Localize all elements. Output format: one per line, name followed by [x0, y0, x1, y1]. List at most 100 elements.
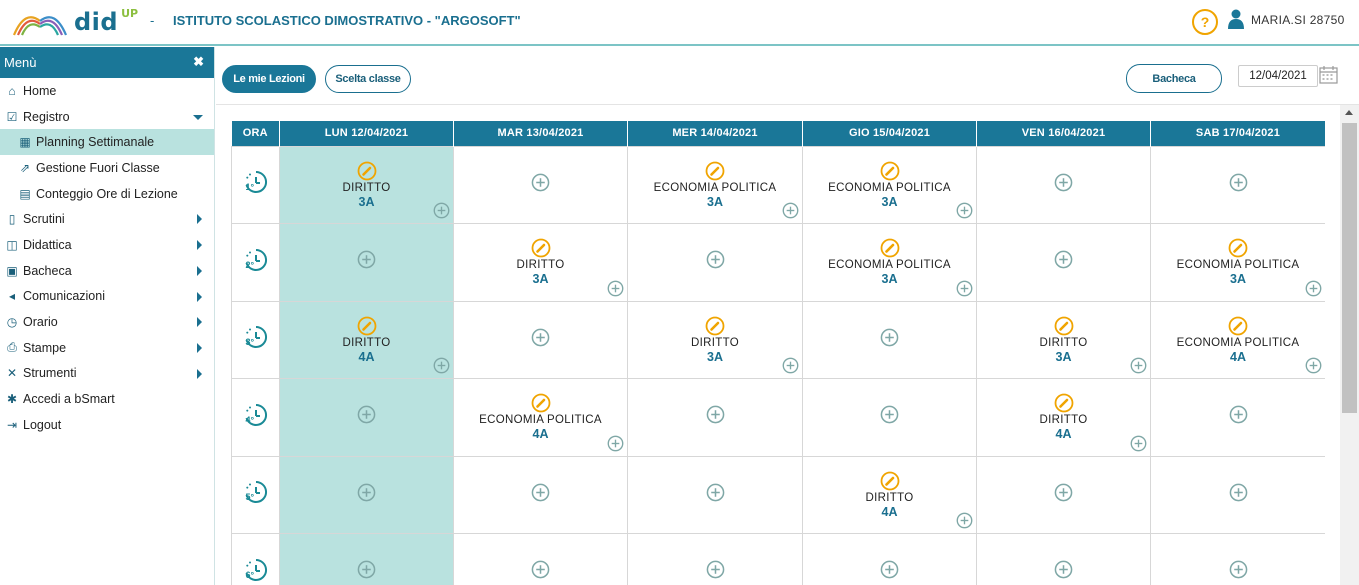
add-lesson-icon[interactable]	[357, 405, 376, 424]
close-icon[interactable]: ✖	[193, 54, 204, 69]
empty-slot-cell[interactable]	[1150, 145, 1325, 224]
lesson-entry[interactable]: DIRITTO 4A	[280, 316, 453, 364]
empty-slot-cell[interactable]	[1150, 378, 1325, 457]
lesson-cell[interactable]: ECONOMIA POLITICA 3A	[802, 145, 977, 224]
add-lesson-icon[interactable]	[531, 173, 550, 192]
sidebar-item-didattica[interactable]: ◫ Didattica	[0, 232, 214, 258]
sidebar-item-planning-settimanale[interactable]: ▦ Planning Settimanale	[0, 129, 214, 156]
date-field[interactable]: 12/04/2021	[1238, 65, 1318, 87]
lesson-entry[interactable]: DIRITTO 3A	[280, 161, 453, 209]
scrollbar-thumb[interactable]	[1342, 123, 1357, 413]
empty-slot-cell[interactable]	[279, 455, 454, 534]
add-lesson-icon[interactable]	[1229, 560, 1248, 579]
add-lesson-icon[interactable]	[706, 250, 725, 269]
add-lesson-icon[interactable]	[956, 202, 973, 219]
add-lesson-icon[interactable]	[1054, 250, 1073, 269]
lesson-cell[interactable]: DIRITTO 3A	[627, 300, 803, 379]
lesson-entry[interactable]: ECONOMIA POLITICA 3A	[628, 161, 802, 209]
lesson-entry[interactable]: ECONOMIA POLITICA 3A	[1151, 238, 1325, 286]
add-lesson-icon[interactable]	[1229, 483, 1248, 502]
add-lesson-icon[interactable]	[1054, 483, 1073, 502]
lesson-entry[interactable]: DIRITTO 3A	[628, 316, 802, 364]
my-lessons-button[interactable]: Le mie Lezioni	[222, 65, 316, 93]
empty-slot-cell[interactable]	[279, 533, 454, 585]
empty-slot-cell[interactable]	[453, 455, 628, 534]
add-lesson-icon[interactable]	[433, 357, 450, 374]
choose-class-button[interactable]: Scelta classe	[325, 65, 411, 93]
add-lesson-icon[interactable]	[607, 280, 624, 297]
lesson-entry[interactable]: ECONOMIA POLITICA 4A	[1151, 316, 1325, 364]
edit-pencil-icon[interactable]	[880, 161, 900, 181]
add-lesson-icon[interactable]	[531, 328, 550, 347]
empty-slot-cell[interactable]	[976, 145, 1151, 224]
empty-slot-cell[interactable]	[802, 378, 977, 457]
add-lesson-icon[interactable]	[1054, 560, 1073, 579]
empty-slot-cell[interactable]	[976, 223, 1151, 302]
lesson-entry[interactable]: DIRITTO 3A	[977, 316, 1150, 364]
add-lesson-icon[interactable]	[706, 405, 725, 424]
lesson-cell[interactable]: ECONOMIA POLITICA 4A	[453, 378, 628, 457]
edit-pencil-icon[interactable]	[705, 161, 725, 181]
sidebar-item-gestione-fuori-classe[interactable]: ⇗ Gestione Fuori Classe	[0, 155, 214, 181]
add-lesson-icon[interactable]	[1305, 357, 1322, 374]
sidebar-item-registro[interactable]: ☑ Registro	[0, 104, 214, 130]
edit-pencil-icon[interactable]	[1054, 316, 1074, 336]
lesson-cell[interactable]: ECONOMIA POLITICA 3A	[627, 145, 803, 224]
empty-slot-cell[interactable]	[1150, 455, 1325, 534]
lesson-entry[interactable]: DIRITTO 4A	[803, 471, 976, 519]
calendar-icon[interactable]	[1319, 65, 1338, 84]
empty-slot-cell[interactable]	[453, 145, 628, 224]
vertical-scrollbar[interactable]	[1340, 105, 1359, 585]
add-lesson-icon[interactable]	[531, 560, 550, 579]
edit-pencil-icon[interactable]	[1228, 316, 1248, 336]
edit-pencil-icon[interactable]	[357, 316, 377, 336]
sidebar-item-home[interactable]: ⌂ Home	[0, 78, 214, 104]
lesson-cell[interactable]: ECONOMIA POLITICA 4A	[1150, 300, 1325, 379]
empty-slot-cell[interactable]	[627, 455, 803, 534]
add-lesson-icon[interactable]	[706, 560, 725, 579]
empty-slot-cell[interactable]	[627, 378, 803, 457]
lesson-entry[interactable]: ECONOMIA POLITICA 3A	[803, 238, 976, 286]
sidebar-item-orario[interactable]: ◷ Orario	[0, 309, 214, 335]
add-lesson-icon[interactable]	[1305, 280, 1322, 297]
user-name[interactable]: MARIA.SI 28750	[1251, 13, 1345, 27]
add-lesson-icon[interactable]	[782, 357, 799, 374]
help-button[interactable]: ?	[1192, 9, 1218, 35]
sidebar-item-stampe[interactable]: ⎙ Stampe	[0, 335, 214, 361]
add-lesson-icon[interactable]	[782, 202, 799, 219]
add-lesson-icon[interactable]	[357, 560, 376, 579]
sidebar-item-scrutini[interactable]: ▯ Scrutini	[0, 206, 214, 232]
add-lesson-icon[interactable]	[357, 250, 376, 269]
edit-pencil-icon[interactable]	[880, 471, 900, 491]
add-lesson-icon[interactable]	[1130, 435, 1147, 452]
add-lesson-icon[interactable]	[607, 435, 624, 452]
scroll-up-arrow-icon[interactable]	[1345, 110, 1353, 115]
empty-slot-cell[interactable]	[279, 223, 454, 302]
add-lesson-icon[interactable]	[880, 328, 899, 347]
empty-slot-cell[interactable]	[802, 300, 977, 379]
add-lesson-icon[interactable]	[1130, 357, 1147, 374]
edit-pencil-icon[interactable]	[531, 393, 551, 413]
empty-slot-cell[interactable]	[627, 223, 803, 302]
sidebar-item-strumenti[interactable]: ✕ Strumenti	[0, 361, 214, 387]
empty-slot-cell[interactable]	[453, 300, 628, 379]
add-lesson-icon[interactable]	[880, 405, 899, 424]
lesson-cell[interactable]: DIRITTO 3A	[453, 223, 628, 302]
lesson-entry[interactable]: ECONOMIA POLITICA 4A	[454, 393, 627, 441]
lesson-entry[interactable]: DIRITTO 3A	[454, 238, 627, 286]
lesson-cell[interactable]: DIRITTO 4A	[976, 378, 1151, 457]
lesson-cell[interactable]: ECONOMIA POLITICA 3A	[802, 223, 977, 302]
lesson-entry[interactable]: ECONOMIA POLITICA 3A	[803, 161, 976, 209]
lesson-cell[interactable]: ECONOMIA POLITICA 3A	[1150, 223, 1325, 302]
empty-slot-cell[interactable]	[279, 378, 454, 457]
add-lesson-icon[interactable]	[706, 483, 725, 502]
empty-slot-cell[interactable]	[627, 533, 803, 585]
add-lesson-icon[interactable]	[531, 483, 550, 502]
add-lesson-icon[interactable]	[1054, 173, 1073, 192]
add-lesson-icon[interactable]	[357, 483, 376, 502]
add-lesson-icon[interactable]	[956, 512, 973, 529]
empty-slot-cell[interactable]	[453, 533, 628, 585]
add-lesson-icon[interactable]	[1229, 405, 1248, 424]
edit-pencil-icon[interactable]	[880, 238, 900, 258]
lesson-cell[interactable]: DIRITTO 3A	[279, 145, 454, 224]
